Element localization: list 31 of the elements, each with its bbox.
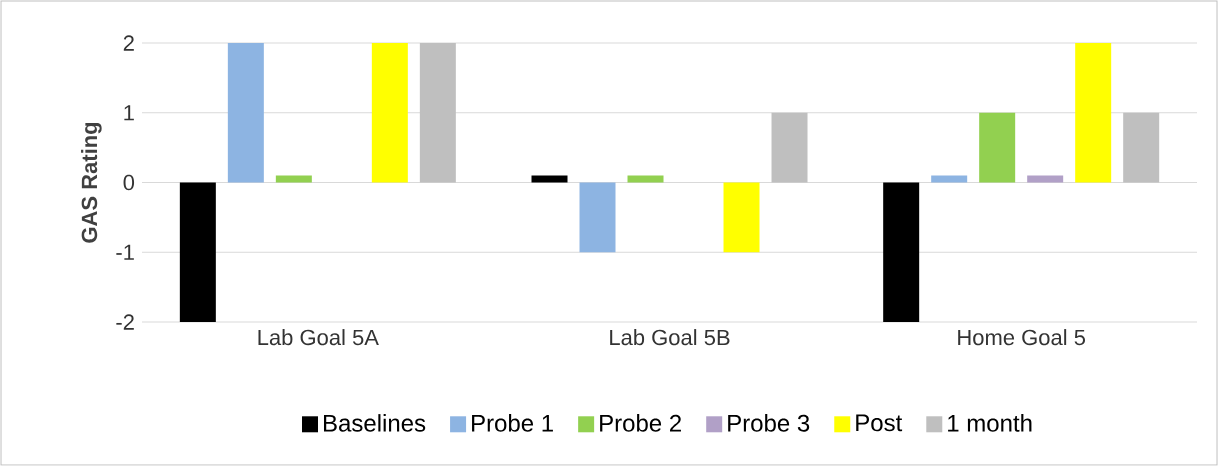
legend-label: 1 month — [948, 414, 1032, 432]
y-tick-label: -2 — [116, 314, 134, 330]
legend-label: Post — [856, 414, 903, 432]
bar — [531, 175, 568, 183]
bar — [1075, 43, 1112, 183]
bar — [179, 182, 216, 322]
legend-label: Probe 1 — [472, 414, 553, 432]
legend-label: Baselines — [323, 414, 426, 432]
y-tick-label: 1 — [124, 105, 134, 121]
legend-label: Probe 3 — [728, 414, 810, 432]
bar — [275, 175, 312, 183]
bar — [979, 112, 1016, 183]
y-tick-label: 0 — [123, 174, 135, 191]
bar — [579, 182, 616, 253]
y-tick-label: 2 — [123, 35, 134, 51]
bar — [227, 43, 264, 183]
bar — [931, 175, 968, 183]
x-tick-label: Lab Goal 5B — [610, 329, 730, 346]
bar — [771, 112, 808, 183]
y-tick-label: -1 — [116, 244, 134, 260]
x-tick-label: Lab Goal 5A — [258, 329, 379, 346]
legend-label: Probe 2 — [600, 414, 681, 432]
y-axis-title: GAS Rating — [81, 122, 102, 243]
bar — [1123, 112, 1160, 183]
bar — [627, 175, 664, 183]
bar — [883, 182, 920, 322]
bar — [419, 43, 456, 183]
bar — [723, 182, 760, 253]
bar — [371, 43, 408, 183]
bar — [1027, 175, 1064, 183]
x-tick-label: Home Goal 5 — [958, 329, 1086, 346]
